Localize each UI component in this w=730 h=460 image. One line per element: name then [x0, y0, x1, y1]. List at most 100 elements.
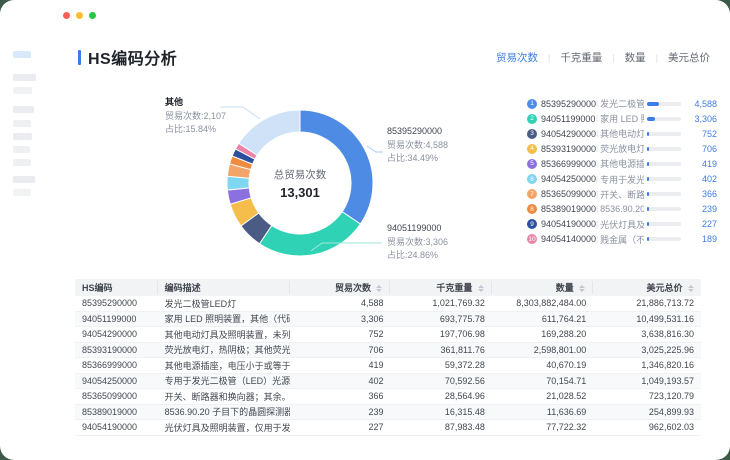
table-cell: 其他电源插座，电压小于或等于 1000 伏；... — [164, 360, 291, 371]
legend-item-85395290000[interactable]: 1 85395290000|发光二极管... 4,588 — [527, 96, 717, 111]
table-cell: 962,602.03 — [648, 422, 694, 433]
minimize-window-icon[interactable] — [76, 12, 83, 19]
callout-pct: 占比:34.49% — [387, 153, 439, 163]
legend-hs-code: 94054190000 — [541, 219, 597, 230]
table-row-85395290000[interactable]: 85395290000 发光二极管LED灯 4,588 1,021,769.32 8,3… — [75, 296, 701, 312]
table-cell: 366 — [368, 391, 384, 402]
legend-progress-bar — [647, 192, 682, 197]
donut-slice-85395290000[interactable] — [299, 110, 373, 225]
legend-item-85366999000[interactable]: 5 85366999000|其他电源插... 419 — [527, 156, 717, 171]
legend-separator: | — [596, 204, 599, 214]
legend-progress-bar — [647, 222, 682, 227]
table-cell: 11,636.69 — [546, 406, 587, 417]
table-row-85393190000[interactable]: 85393190000 荧光放电灯，热阴极；其他荧光，热阴极 706 361,811.… — [75, 342, 701, 358]
legend-separator: | — [596, 189, 599, 199]
legend-item-85365099000[interactable]: 7 85365099000|开关、断路... 366 — [527, 187, 717, 202]
sidebar-item[interactable] — [13, 87, 32, 94]
legend-value: 239 — [701, 204, 717, 215]
donut-slice-其他[interactable] — [238, 110, 301, 156]
tab-数量[interactable]: 数量 — [624, 52, 646, 64]
sidebar — [0, 0, 70, 460]
column-header-贸易次数[interactable]: 贸易次数 — [290, 281, 391, 294]
table-cell: 94054190000 — [82, 422, 138, 433]
legend-separator: | — [596, 159, 599, 169]
table-row-94054190000[interactable]: 94054190000 光伏灯具及照明装置，仅用于发光二极管... 227 87,98… — [75, 420, 701, 436]
table-cell: 10,499,531.16 — [636, 313, 694, 324]
legend-item-85389019000[interactable]: 8 85389019000|8536.90.20 ... 239 — [527, 202, 717, 217]
callout-title: 85395290000 — [387, 126, 443, 136]
sidebar-item-active[interactable] — [13, 51, 31, 58]
sidebar-item[interactable] — [13, 146, 30, 153]
tab-美元总价[interactable]: 美元总价 — [668, 52, 710, 64]
legend-progress-bar — [647, 101, 682, 106]
zoom-window-icon[interactable] — [89, 12, 96, 19]
sort-icon[interactable] — [376, 285, 383, 293]
legend-value: 227 — [701, 219, 717, 230]
sort-icon[interactable] — [579, 285, 586, 293]
table-cell: 77,722.32 — [546, 422, 587, 433]
legend-progress-bar — [647, 207, 682, 212]
table-cell: 16,315.48 — [444, 406, 485, 417]
sidebar-item[interactable] — [13, 176, 35, 183]
legend-item-94054190000[interactable]: 9 94054190000|光伏灯具及... 227 — [527, 217, 717, 232]
table-cell: 87,983.48 — [444, 422, 485, 433]
tab-千克重量[interactable]: 千克重量 — [560, 52, 603, 64]
donut-slice-94051199000[interactable] — [258, 210, 362, 256]
table-cell: 其他电动灯具及照明装置，未列明，设计... — [164, 329, 291, 340]
close-window-icon[interactable] — [63, 12, 70, 19]
legend-description: 荧光放电灯... — [600, 144, 645, 155]
legend-item-85393190000[interactable]: 4 85393190000|荧光放电灯... 706 — [527, 141, 717, 156]
legend-description: 其他电源插... — [600, 159, 645, 170]
legend-item-94051199000[interactable]: 2 94051199000|家用 LED 照... 3,306 — [527, 111, 717, 126]
table-cell: 8536.90.20 子目下的晶圆探测器零件，其... — [164, 407, 291, 418]
legend-description: 贱金属（不... — [600, 234, 645, 245]
sort-icon[interactable] — [477, 285, 484, 293]
column-header-数量[interactable]: 数量 — [492, 281, 594, 294]
table-cell: 94054290000 — [82, 329, 138, 340]
sidebar-item[interactable] — [13, 106, 34, 113]
legend-progress-bar — [647, 237, 682, 242]
tab-贸易次数[interactable]: 贸易次数 — [495, 52, 538, 64]
table-cell: 开关、断路器和换向器；其余。 — [164, 391, 291, 402]
sidebar-item[interactable] — [13, 159, 31, 166]
table-row-94054290000[interactable]: 94054290000 其他电动灯具及照明装置，未列明，设计... 752 197,7… — [75, 327, 701, 343]
legend-hs-code: 85366999000 — [541, 158, 597, 169]
callout-top2: 94051199000 贸易次数:3,306 占比:24.86% — [387, 222, 448, 263]
column-header-千克重量[interactable]: 千克重量 — [390, 281, 492, 294]
sidebar-item[interactable] — [13, 120, 31, 127]
table-cell: 419 — [368, 360, 384, 371]
table-cell: 85365099000 — [82, 391, 138, 402]
legend-progress-bar — [647, 161, 682, 166]
legend-item-94054290000[interactable]: 3 94054290000|其他电动灯... 752 — [527, 126, 717, 141]
legend-hs-code: 85389019000 — [541, 204, 597, 215]
table-row-94054250000[interactable]: 94054250000 专用于发光二极管（LED）光源的灯具及... 402 70,5… — [75, 373, 701, 389]
table-row-85365099000[interactable]: 85365099000 开关、断路器和换向器；其余。 366 28,564.96 21,… — [75, 389, 701, 405]
legend-description: 开关、断路... — [600, 189, 645, 200]
table-row-85389019000[interactable]: 85389019000 8536.90.20 子目下的晶圆探测器零件，其... 23… — [75, 404, 701, 420]
legend-hs-code: 85393190000 — [541, 143, 597, 154]
legend-progress-bar — [647, 146, 682, 151]
hs-code-table: HS编码 编码描述 贸易次数 千克重量 数量 美元总价 85395290000 发光二… — [75, 279, 701, 436]
sidebar-item[interactable] — [13, 74, 36, 81]
legend-value: 366 — [701, 189, 717, 200]
legend-rank-badge: 9 — [527, 219, 537, 230]
legend-value: 4,588 — [694, 98, 717, 109]
legend-item-94054140000[interactable]: 10 94054140000|贱金属（不... 189 — [527, 232, 717, 247]
callout-count: 贸易次数:4,588 — [387, 139, 449, 150]
donut-chart[interactable] — [227, 110, 373, 256]
table-row-94051199000[interactable]: 94051199000 家用 LED 照明装置，其他（代码：9405.1... 3,… — [75, 311, 701, 327]
table-cell: 402 — [368, 375, 384, 386]
table-cell: 227 — [368, 422, 384, 433]
table-cell: 94054250000 — [82, 375, 138, 386]
legend-rank-badge: 6 — [527, 174, 537, 185]
sidebar-item[interactable] — [13, 189, 31, 196]
legend-value: 3,306 — [694, 113, 717, 124]
legend-separator: | — [596, 144, 599, 154]
table-row-85366999000[interactable]: 85366999000 其他电源插座，电压小于或等于 1000 伏；... 419 5… — [75, 358, 701, 374]
title-accent-bar — [78, 49, 81, 65]
sort-icon[interactable] — [687, 285, 694, 293]
legend-hs-code: 94051199000 — [541, 113, 596, 124]
column-header-美元总价[interactable]: 美元总价 — [593, 281, 701, 294]
legend-item-94054250000[interactable]: 6 94054250000|专用于发光... 402 — [527, 171, 717, 186]
sidebar-item[interactable] — [13, 133, 32, 140]
